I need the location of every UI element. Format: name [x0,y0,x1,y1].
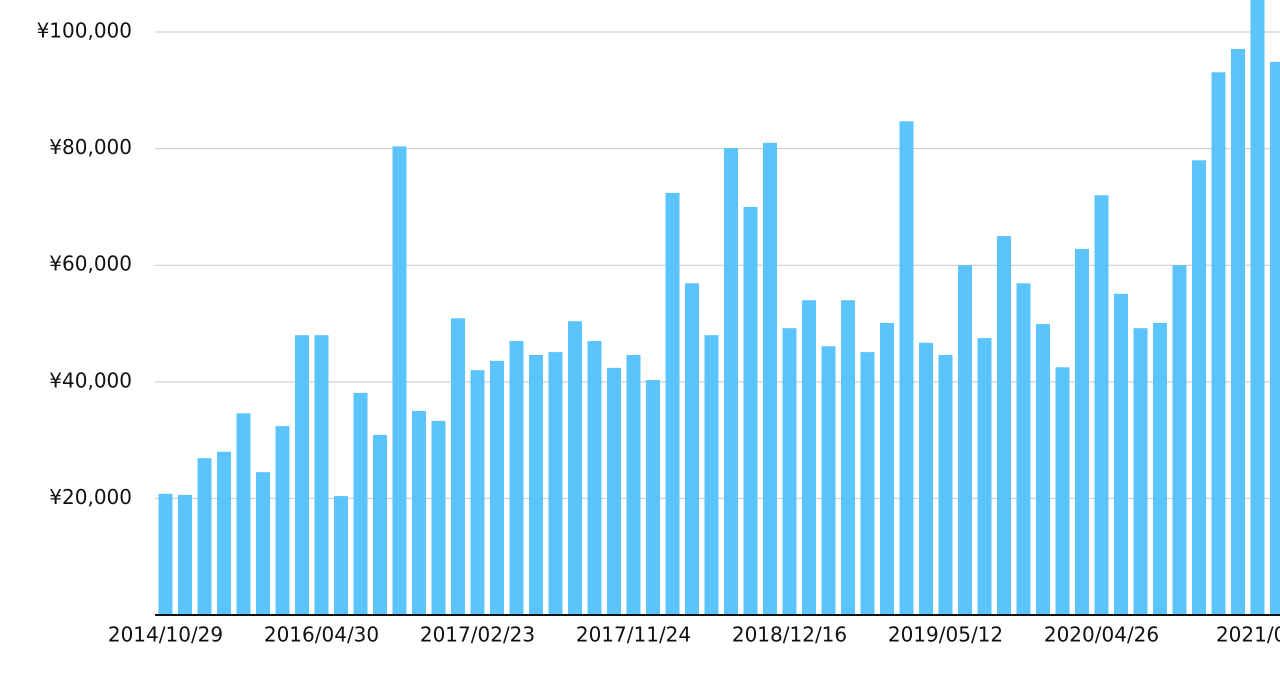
bar [490,361,504,615]
bar [841,300,855,615]
bar [1153,323,1167,615]
bar [1251,0,1265,615]
bar [763,143,777,615]
bar [1231,49,1245,615]
bar [373,435,387,615]
x-tick-label: 2017/11/24 [576,623,691,647]
bar [295,335,309,615]
bar [276,426,290,615]
bar [1056,367,1070,615]
bar [510,341,524,615]
bar [217,452,231,615]
bar [315,335,329,615]
x-tick-label: 2019/05/12 [888,623,1003,647]
bar [549,352,563,615]
bar [900,121,914,615]
x-tick-label: 2021/05 [1216,623,1280,647]
bar [919,343,933,615]
bar [568,321,582,615]
bar [1017,283,1031,615]
bar [1134,328,1148,615]
bar [529,355,543,615]
bar [393,146,407,615]
x-tick-label: 2017/02/23 [420,623,535,647]
bar [822,346,836,615]
bar [724,148,738,615]
bar [1192,160,1206,615]
bar [256,472,270,615]
y-tick-label: ¥60,000 [49,252,132,276]
bar [471,370,485,615]
y-tick-label: ¥40,000 [49,368,132,392]
bar [978,338,992,615]
bar [198,458,212,615]
bar [1095,195,1109,615]
bar [705,335,719,615]
bar [666,193,680,615]
bar [685,283,699,615]
bar [939,355,953,615]
bar [627,355,641,615]
bar [783,328,797,615]
bar [412,411,426,615]
bar [432,421,446,615]
bar [451,318,465,615]
bar [1114,294,1128,615]
bar [178,495,192,615]
x-tick-label: 2016/04/30 [264,623,379,647]
bar [159,494,173,615]
bar [802,300,816,615]
bar [1036,324,1050,615]
x-tick-label: 2018/12/16 [732,623,847,647]
bar [1270,62,1280,615]
bar [334,496,348,615]
bar [1212,72,1226,615]
bar [861,352,875,615]
bar [744,207,758,615]
bar [588,341,602,615]
y-tick-label: ¥20,000 [49,485,132,509]
bar [997,236,1011,615]
y-tick-label: ¥100,000 [37,19,132,43]
bars [159,0,1280,615]
bar [880,323,894,615]
bar [1075,249,1089,615]
bar [646,380,660,615]
x-tick-label: 2020/04/26 [1044,623,1159,647]
bar [1173,265,1187,615]
bar [607,368,621,615]
bar [237,413,251,615]
x-tick-label: 2014/10/29 [108,623,223,647]
bar [354,393,368,615]
y-tick-label: ¥80,000 [49,135,132,159]
bar [958,265,972,615]
